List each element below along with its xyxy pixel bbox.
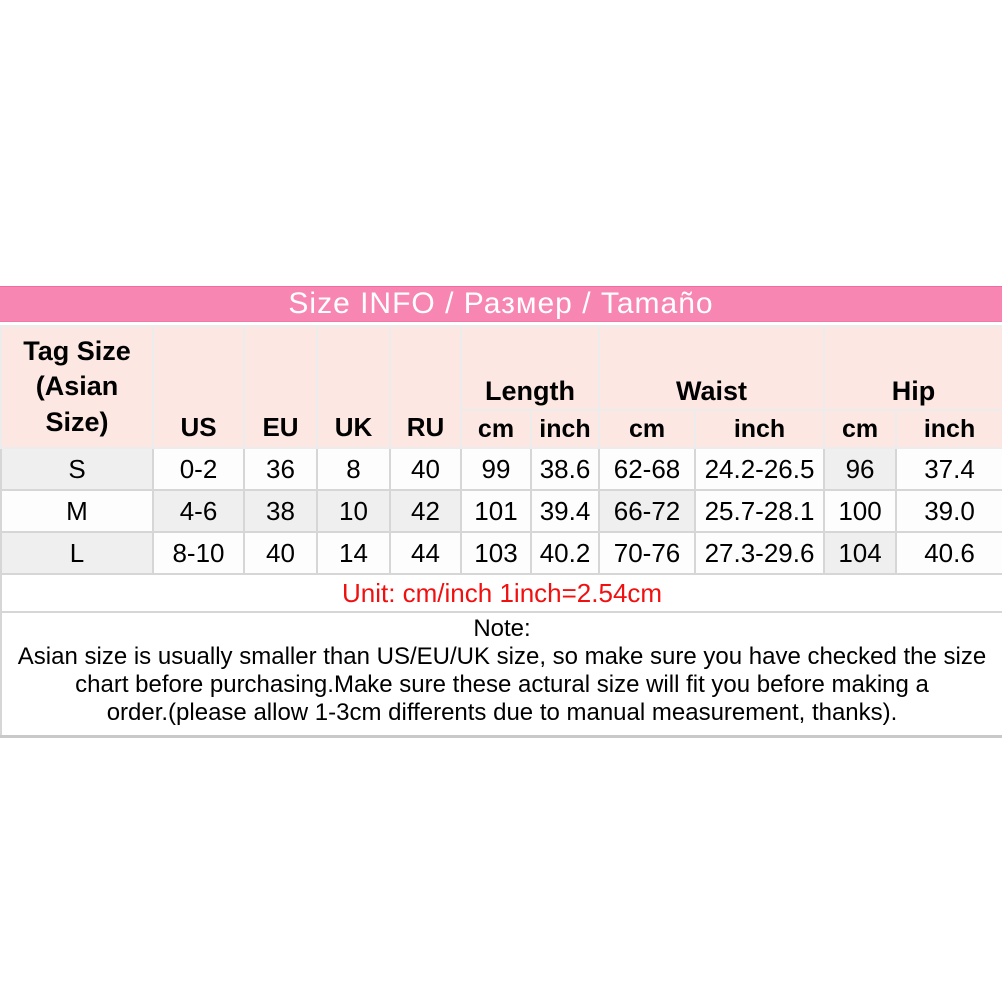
note-row: Note: Asian size is usually smaller than…: [0, 611, 1002, 738]
length-inch-cell: 40.2: [529, 531, 601, 575]
hip-cm-cell: 104: [823, 531, 898, 575]
hip-inch-header: inch: [895, 409, 1002, 449]
us-size-cell: 8-10: [152, 531, 245, 575]
length-inch-cell: 39.4: [529, 489, 601, 533]
size-row-m: M 4-6 38 10 42 101 39.4 66-72 25.7-28.1 …: [0, 489, 1002, 533]
note-heading: Note:: [473, 615, 531, 642]
tag-size-cell: M: [0, 489, 154, 533]
col-header-hip: Hip: [823, 325, 1002, 411]
col-header-uk: UK: [316, 325, 391, 449]
length-inch-header: inch: [529, 409, 601, 449]
hip-inch-cell: 37.4: [895, 447, 1002, 491]
header-row-groups: Tag Size (Asian Size) US EU UK RU Length…: [0, 325, 1002, 449]
waist-cm-header: cm: [598, 409, 697, 449]
unit-note: Unit: cm/inch 1inch=2.54cm: [0, 573, 1002, 613]
note-block: Note: Asian size is usually smaller than…: [0, 611, 1002, 738]
tag-size-header: Tag Size (Asian Size): [0, 325, 154, 449]
us-size-cell: 4-6: [152, 489, 245, 533]
tag-size-cell: L: [0, 531, 154, 575]
hip-cm-header: cm: [823, 409, 898, 449]
eu-size-cell: 40: [243, 531, 318, 575]
size-row-l: L 8-10 40 14 44 103 40.2 70-76 27.3-29.6…: [0, 531, 1002, 575]
col-header-ru: RU: [389, 325, 462, 449]
length-cm-cell: 101: [460, 489, 532, 533]
us-size-cell: 0-2: [152, 447, 245, 491]
uk-size-cell: 8: [316, 447, 391, 491]
note-line-1: Asian size is usually smaller than US/EU…: [17, 643, 987, 670]
waist-inch-header: inch: [694, 409, 826, 449]
size-chart-table: Tag Size (Asian Size) US EU UK RU Length…: [0, 325, 1002, 738]
length-cm-cell: 103: [460, 531, 532, 575]
col-header-eu: EU: [243, 325, 318, 449]
length-cm-header: cm: [460, 409, 532, 449]
waist-cm-cell: 62-68: [598, 447, 697, 491]
waist-inch-cell: 25.7-28.1: [694, 489, 826, 533]
waist-cm-cell: 70-76: [598, 531, 697, 575]
length-cm-cell: 99: [460, 447, 532, 491]
length-inch-cell: 38.6: [529, 447, 601, 491]
eu-size-cell: 36: [243, 447, 318, 491]
waist-inch-cell: 27.3-29.6: [694, 531, 826, 575]
col-header-us: US: [152, 325, 245, 449]
note-line-2: chart before purchasing.Make sure these …: [75, 671, 929, 698]
header-row-units: cm inch cm inch cm inch: [1, 409, 1002, 449]
waist-cm-cell: 66-72: [598, 489, 697, 533]
waist-inch-cell: 24.2-26.5: [694, 447, 826, 491]
hip-cm-cell: 96: [823, 447, 898, 491]
size-row-s: S 0-2 36 8 40 99 38.6 62-68 24.2-26.5 96…: [0, 447, 1002, 491]
note-line-3: order.(please allow 1-3cm differents due…: [106, 699, 898, 726]
ru-size-cell: 42: [389, 489, 462, 533]
hip-inch-cell: 39.0: [895, 489, 1002, 533]
uk-size-cell: 14: [316, 531, 391, 575]
uk-size-cell: 10: [316, 489, 391, 533]
col-header-waist: Waist: [598, 325, 826, 411]
tag-size-cell: S: [0, 447, 154, 491]
eu-size-cell: 38: [243, 489, 318, 533]
size-chart: Size INFO / Размер / Tamaño Tag Size (As…: [0, 286, 1002, 738]
col-header-length: Length: [459, 325, 601, 411]
size-info-title: Size INFO / Размер / Tamaño: [0, 286, 1002, 322]
ru-size-cell: 44: [389, 531, 462, 575]
hip-cm-cell: 100: [823, 489, 898, 533]
unit-row: Unit: cm/inch 1inch=2.54cm: [0, 573, 1002, 613]
ru-size-cell: 40: [389, 447, 462, 491]
hip-inch-cell: 40.6: [895, 531, 1002, 575]
